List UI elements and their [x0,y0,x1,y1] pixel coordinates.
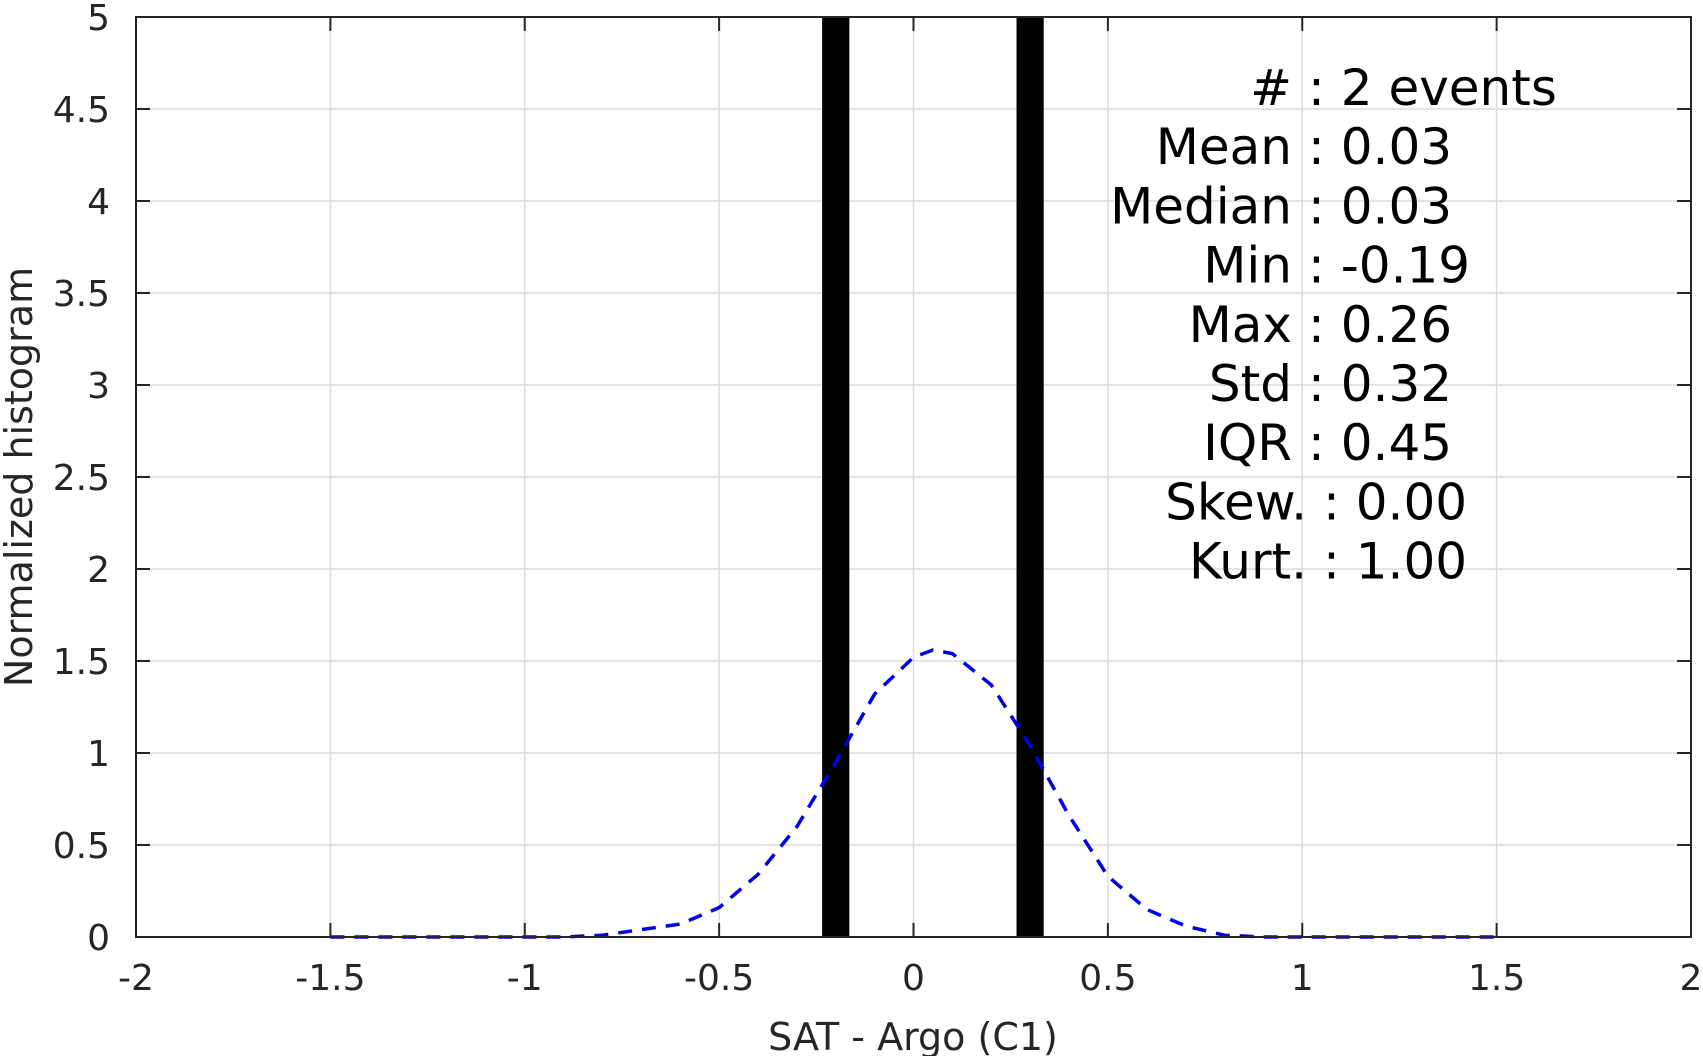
x-axis-label: SAT - Argo (C1) [768,1015,1058,1056]
stat-value: : 2 events [1308,59,1557,117]
x-tick-label: -0.5 [684,958,754,999]
x-tick-label: -1 [507,958,543,999]
stat-value: : 0.45 [1308,414,1452,472]
stat-value: : 0.26 [1308,296,1452,354]
y-tick-label: 5 [87,0,110,39]
stat-label: Mean [1156,118,1292,176]
stat-value: : 0.03 [1308,118,1452,176]
stat-label: # [1250,59,1292,117]
stat-value: : 1.00 [1323,533,1467,591]
histogram-bar [1016,17,1044,937]
stat-label: Max [1189,296,1292,354]
stat-label: Min [1203,237,1292,295]
grid-lines [135,16,1692,938]
x-tick-label: 1 [1291,958,1314,999]
y-tick-label: 2 [87,550,110,591]
x-tick-label: 1.5 [1468,958,1525,999]
stat-value: : -0.19 [1308,237,1470,295]
y-tick-label: 2.5 [53,458,110,499]
stat-value: : 0.03 [1308,177,1452,235]
x-tick-label: -2 [118,958,154,999]
histogram-bar [822,17,850,937]
stat-value: : 0.32 [1308,355,1452,413]
statistics-panel: # : 2 events Mean : 0.03 Median : 0.03 Min : -… [1110,59,1557,591]
x-tick-label: -1.5 [295,958,365,999]
y-tick-label: 3 [87,366,110,407]
y-tick-label: 1 [87,734,110,775]
histogram-bars [822,17,1044,937]
stat-label: Skew. [1165,473,1307,531]
y-axis-label: Normalized histogram [0,267,41,687]
y-tick-label: 1.5 [53,642,110,683]
x-tick-label: 2 [1680,958,1703,999]
y-tick-labels: 0 0.5 1 1.5 2 2.5 3 3.5 4 4.5 5 [53,0,110,959]
stat-label: IQR [1203,414,1292,472]
y-tick-label: 0.5 [53,826,110,867]
stat-label: Median [1110,177,1292,235]
y-tick-label: 4 [87,182,110,223]
x-tick-label: 0 [902,958,925,999]
x-tick-labels: -2 -1.5 -1 -0.5 0 0.5 1 1.5 2 [118,958,1702,999]
stat-label: Kurt. [1189,533,1307,591]
axis-ticks [135,16,1692,938]
y-tick-label: 3.5 [53,274,110,315]
y-tick-label: 4.5 [53,90,110,131]
stat-label: Std [1209,355,1292,413]
y-tick-label: 0 [87,918,110,959]
x-tick-label: 0.5 [1079,958,1136,999]
stat-value: : 0.00 [1323,473,1467,531]
